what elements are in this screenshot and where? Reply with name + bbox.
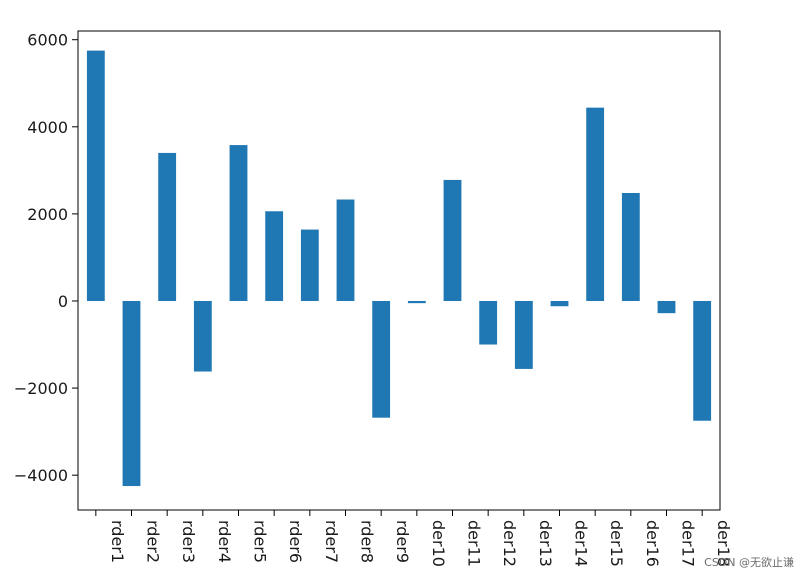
x-tick-label: rder9 <box>393 520 412 563</box>
bar-der11 <box>443 179 462 301</box>
watermark-text: CSDN @无欲止谦 <box>704 556 794 569</box>
x-tick-label: rder7 <box>322 520 341 563</box>
y-tick-label: −2000 <box>14 379 68 398</box>
bar-rder8 <box>336 199 355 301</box>
bar-der14 <box>550 300 569 307</box>
x-axis: rder1 rder2 rder3 rder4 rder5 rder6 rder7 rder8… <box>95 510 733 567</box>
x-tick-label: rder3 <box>179 520 198 563</box>
bars-group <box>86 50 712 487</box>
x-tick-label: der15 <box>607 520 626 567</box>
x-tick-label: der18 <box>714 520 733 567</box>
x-tick-label: rder8 <box>358 520 377 563</box>
bar-der10 <box>407 300 426 304</box>
bar-der12 <box>479 300 498 345</box>
bar-rder6 <box>265 211 284 301</box>
y-tick-label: 0 <box>58 292 68 311</box>
y-tick-label: 4000 <box>27 118 68 137</box>
bar-der18 <box>693 300 712 421</box>
bar-rder5 <box>229 145 248 301</box>
bar-rder1 <box>86 50 105 301</box>
bar-der13 <box>514 300 533 369</box>
bar-der15 <box>586 107 605 301</box>
x-tick-label: rder4 <box>215 520 234 563</box>
x-tick-label: der17 <box>679 520 698 567</box>
x-tick-label: der13 <box>536 520 555 567</box>
bar-rder2 <box>122 300 141 487</box>
x-tick-label: rder1 <box>108 520 127 563</box>
x-tick-label: rder2 <box>144 520 163 563</box>
x-tick-label: der12 <box>500 520 519 567</box>
bar-rder7 <box>300 229 319 301</box>
bar-rder3 <box>158 152 177 301</box>
bar-der17 <box>657 300 676 314</box>
x-tick-label: rder6 <box>286 520 305 563</box>
x-tick-label: der14 <box>572 520 591 567</box>
y-axis: 6000 4000 2000 0 −2000 −4000 <box>14 31 78 485</box>
x-tick-label: der16 <box>643 520 662 567</box>
x-tick-label: der10 <box>429 520 448 567</box>
y-tick-label: 6000 <box>27 31 68 50</box>
x-tick-label: der11 <box>465 520 484 567</box>
bar-rder4 <box>193 300 212 372</box>
y-tick-label: 2000 <box>27 205 68 224</box>
bar-rder9 <box>372 300 391 418</box>
bar-der16 <box>621 192 640 301</box>
x-tick-label: rder5 <box>251 520 270 563</box>
plot-frame <box>77 30 721 511</box>
y-tick-label: −4000 <box>14 466 68 485</box>
